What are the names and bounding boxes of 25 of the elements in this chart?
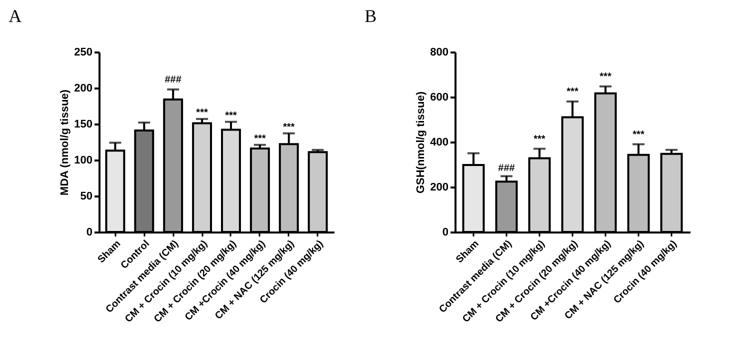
annotation: *** — [196, 108, 208, 119]
y-tick-label: 250 — [74, 46, 92, 58]
annotation: *** — [283, 122, 295, 133]
y-axis-title: GSH(nmol/g tissue) — [415, 91, 428, 194]
y-tick-label: 0 — [442, 226, 448, 238]
y-axis-title: MDA (nmol/g tissue) — [59, 89, 72, 196]
y-tick-label: 400 — [430, 136, 448, 148]
annotation: *** — [225, 110, 237, 122]
y-tick-label: 50 — [80, 190, 92, 202]
chart-title: A — [8, 6, 22, 26]
annotation: *** — [254, 133, 266, 144]
annotation: *** — [566, 86, 578, 98]
y-tick-label: 0 — [86, 226, 92, 238]
y-tick-label: 150 — [74, 118, 92, 130]
chart-title: B — [364, 6, 377, 26]
y-tick-label: 200 — [74, 82, 92, 94]
y-tick-label: 600 — [430, 92, 448, 104]
annotation: *** — [632, 129, 644, 140]
annotation: ### — [164, 74, 182, 86]
y-tick-label: 100 — [74, 154, 92, 166]
y-tick-label: 200 — [430, 182, 448, 194]
annotation: *** — [600, 72, 612, 83]
y-tick-label: 800 — [430, 46, 448, 58]
annotation: ### — [498, 163, 516, 174]
annotation: *** — [534, 134, 546, 145]
